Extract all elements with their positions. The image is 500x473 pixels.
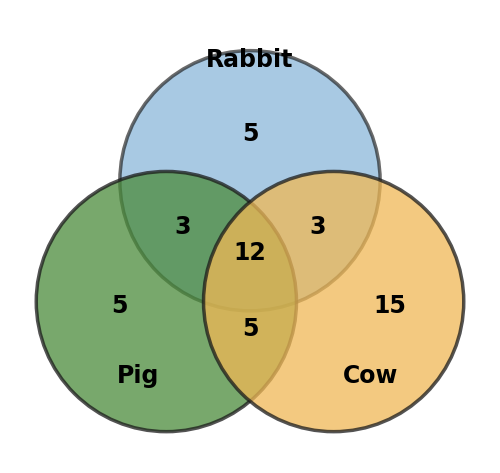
Text: 5: 5	[112, 294, 128, 318]
Text: Pig: Pig	[118, 364, 160, 388]
Text: 3: 3	[174, 215, 191, 239]
Text: 12: 12	[234, 241, 266, 265]
Text: Rabbit: Rabbit	[206, 48, 294, 72]
Circle shape	[204, 171, 464, 432]
Circle shape	[120, 51, 380, 311]
Text: 5: 5	[242, 123, 258, 146]
Text: 3: 3	[309, 215, 326, 239]
Text: 15: 15	[373, 294, 406, 318]
Circle shape	[36, 171, 296, 432]
Text: Cow: Cow	[343, 364, 398, 388]
Text: 5: 5	[242, 317, 258, 342]
